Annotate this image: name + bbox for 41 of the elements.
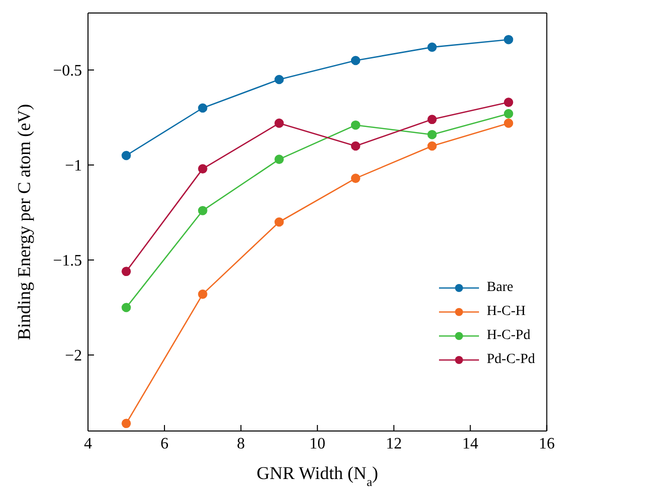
point <box>198 206 208 216</box>
y-axis-title: Binding Energy per C atom (eV) <box>14 104 34 340</box>
legend-label: H-C-Pd <box>486 328 530 344</box>
point <box>122 302 131 312</box>
point <box>274 118 284 128</box>
point <box>198 164 208 174</box>
x-tick-label: 8 <box>236 435 245 452</box>
point <box>274 217 284 227</box>
point <box>350 141 360 151</box>
point <box>198 290 208 299</box>
legend-label: H-C-H <box>486 304 526 320</box>
y-tick-label: −1.5 <box>52 252 82 270</box>
point <box>427 42 437 52</box>
y-tick-label: −0.5 <box>52 62 82 80</box>
point <box>122 418 131 428</box>
x-tick-label: 14 <box>462 435 478 452</box>
legend-label: Bare <box>486 280 514 296</box>
point <box>350 174 360 183</box>
y-tick-label: −2 <box>64 348 82 365</box>
point <box>427 141 437 151</box>
point <box>274 74 284 84</box>
point <box>122 266 131 276</box>
point <box>504 34 514 44</box>
point <box>122 150 131 160</box>
legend-label: Pd-C-Pd <box>486 352 535 368</box>
point <box>427 130 437 140</box>
x-tick-label: 10 <box>309 435 326 452</box>
point <box>198 103 208 113</box>
x-tick-label: 4 <box>84 435 92 452</box>
point <box>274 154 284 164</box>
y-tick-label: −1 <box>64 158 82 175</box>
x-axis-title: GNR Width (N$_{a}$) <box>256 463 378 489</box>
x-tick-label: 6 <box>160 435 168 452</box>
point <box>504 109 514 118</box>
point <box>427 114 437 124</box>
point <box>504 98 514 107</box>
point <box>350 56 360 66</box>
x-tick-label: 16 <box>538 435 555 452</box>
point <box>350 120 360 130</box>
point <box>504 118 514 128</box>
x-tick-label: 12 <box>386 435 402 452</box>
